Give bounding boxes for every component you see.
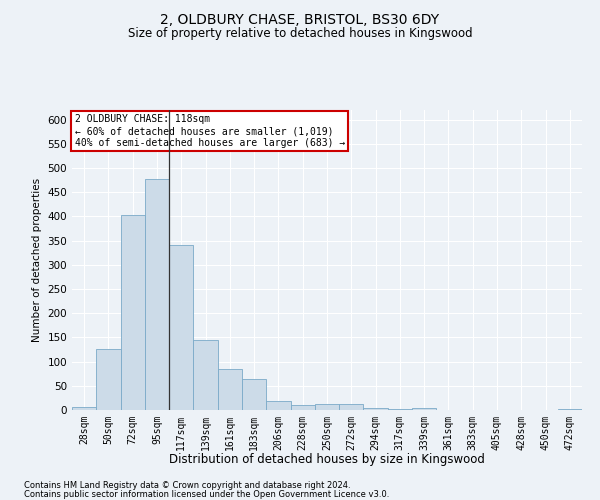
Bar [145,179,169,410]
Bar [364,408,388,410]
Text: 2, OLDBURY CHASE, BRISTOL, BS30 6DY: 2, OLDBURY CHASE, BRISTOL, BS30 6DY [160,12,440,26]
Bar [412,408,436,410]
Bar [290,405,315,410]
Bar [315,404,339,410]
Bar [388,409,412,410]
Bar [339,404,364,410]
Bar [72,406,96,410]
Text: Contains HM Land Registry data © Crown copyright and database right 2024.: Contains HM Land Registry data © Crown c… [24,481,350,490]
Bar [266,402,290,410]
Y-axis label: Number of detached properties: Number of detached properties [32,178,42,342]
Text: 2 OLDBURY CHASE: 118sqm
← 60% of detached houses are smaller (1,019)
40% of semi: 2 OLDBURY CHASE: 118sqm ← 60% of detache… [74,114,345,148]
Bar [121,214,145,410]
Bar [218,369,242,410]
Text: Distribution of detached houses by size in Kingswood: Distribution of detached houses by size … [169,452,485,466]
Bar [558,408,582,410]
Text: Size of property relative to detached houses in Kingswood: Size of property relative to detached ho… [128,28,472,40]
Bar [242,378,266,410]
Bar [96,348,121,410]
Text: Contains public sector information licensed under the Open Government Licence v3: Contains public sector information licen… [24,490,389,499]
Bar [169,246,193,410]
Bar [193,340,218,410]
